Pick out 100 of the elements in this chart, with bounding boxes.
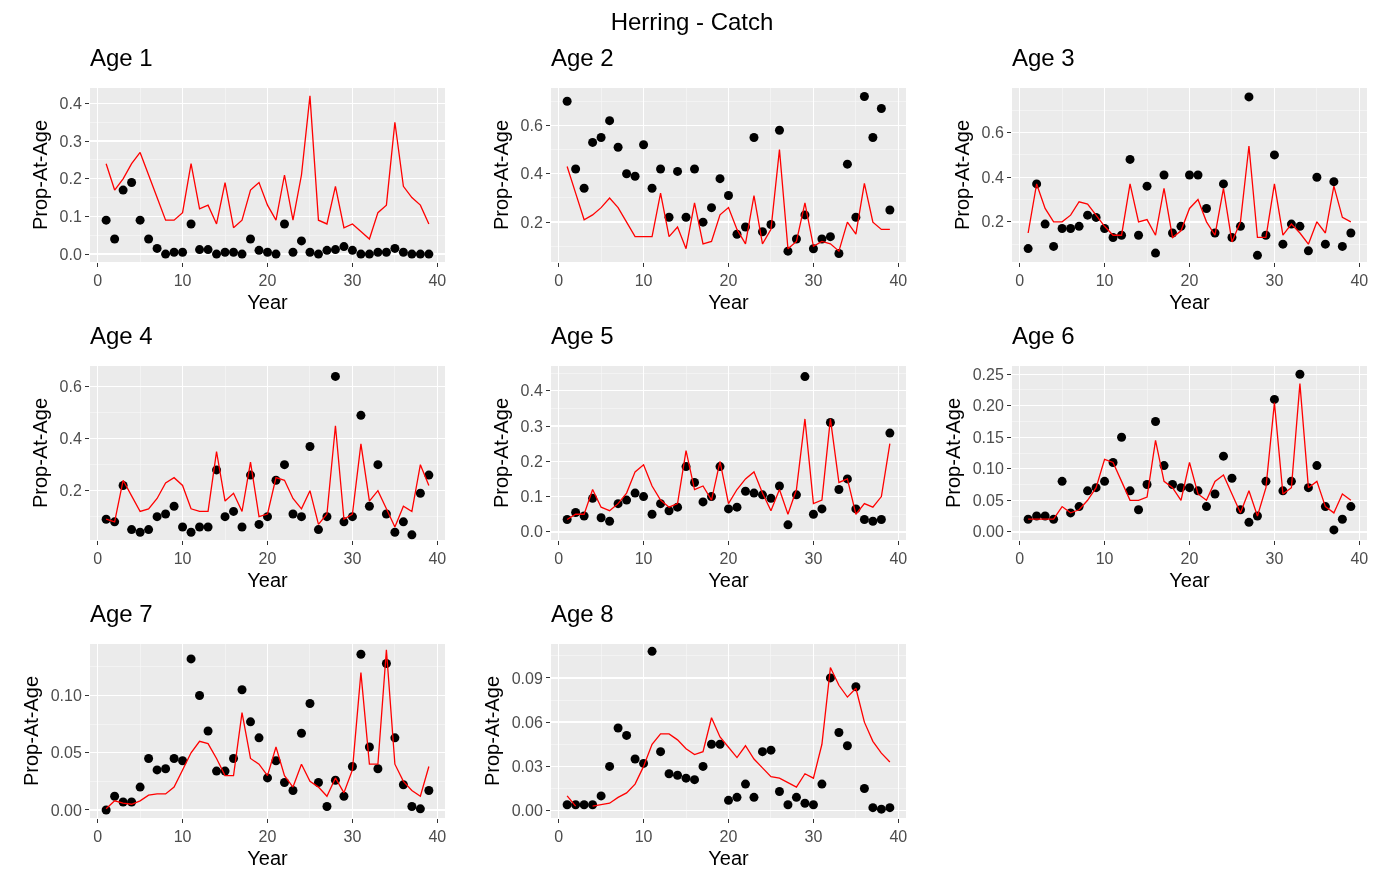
y-axis-title: Prop-At-Age [490, 397, 513, 509]
point [647, 509, 657, 519]
point [322, 802, 332, 812]
y-tick-label: 0.09 [511, 669, 543, 687]
point [774, 481, 784, 491]
point [698, 761, 708, 771]
point [596, 791, 606, 801]
point [885, 803, 895, 813]
x-axis-title: Year [247, 568, 289, 591]
y-axis-title: Prop-At-Age [20, 675, 43, 787]
point [724, 504, 733, 514]
point [724, 795, 733, 805]
line-series [105, 95, 430, 240]
y-tick-label: 0.2 [981, 213, 1004, 231]
y-tick-label: 0.2 [59, 482, 82, 500]
x-tick-label: 0 [554, 272, 564, 290]
x-tick-label: 30 [1265, 272, 1284, 290]
point [229, 506, 239, 516]
point [588, 137, 598, 147]
point [296, 728, 306, 738]
point [774, 786, 784, 796]
point [398, 517, 408, 527]
x-tick-label: 20 [258, 550, 277, 568]
y-tick-label: 0.4 [59, 430, 82, 448]
x-tick-label: 10 [1095, 272, 1114, 290]
point [364, 249, 374, 259]
point [673, 770, 683, 780]
point [732, 792, 742, 802]
x-tick-label: 20 [1180, 550, 1199, 568]
point [791, 792, 801, 802]
point [783, 800, 793, 810]
x-tick-label: 10 [634, 828, 653, 846]
point [622, 495, 632, 505]
point [195, 691, 205, 701]
point [715, 739, 725, 749]
point [203, 245, 213, 255]
point [1049, 241, 1059, 251]
point [571, 164, 581, 174]
point [1083, 210, 1093, 220]
point [630, 171, 640, 181]
point [817, 504, 827, 514]
point [1040, 219, 1050, 229]
point [562, 800, 572, 810]
point [1201, 502, 1211, 512]
y-axis-title: Prop-At-Age [29, 119, 52, 231]
point [630, 754, 640, 764]
point [1244, 517, 1254, 527]
point [288, 509, 298, 519]
point [220, 247, 230, 257]
point [876, 804, 886, 814]
point [605, 761, 615, 771]
point [1227, 473, 1237, 483]
y-axis-title: Prop-At-Age [29, 397, 52, 509]
point [229, 247, 239, 257]
point [263, 247, 272, 257]
y-axis-title: Prop-At-Age [490, 119, 513, 231]
point [876, 515, 886, 525]
point [630, 488, 640, 498]
x-tick-label: 10 [1095, 550, 1114, 568]
point [766, 493, 776, 503]
point [246, 717, 256, 727]
point [415, 488, 425, 498]
point [339, 791, 349, 801]
point [152, 765, 162, 775]
y-tick-label: 0.00 [50, 801, 82, 819]
x-tick-label: 0 [93, 828, 103, 846]
point [622, 169, 632, 179]
point [613, 723, 623, 733]
point [347, 245, 357, 255]
point [407, 530, 417, 540]
point [373, 247, 383, 257]
point [1201, 203, 1211, 213]
point [373, 764, 383, 774]
point [288, 247, 298, 257]
point [127, 525, 137, 535]
point [664, 769, 674, 779]
point [279, 460, 289, 470]
x-tick-label: 0 [1015, 550, 1025, 568]
point [1337, 514, 1347, 524]
y-tick-label: 0.3 [59, 132, 82, 150]
y-tick-label: 0.6 [59, 378, 82, 396]
point [605, 516, 615, 526]
point [656, 747, 666, 757]
y-tick-label: 0.2 [520, 452, 543, 470]
point [313, 525, 323, 535]
point [110, 791, 120, 801]
point [817, 779, 827, 789]
point [1151, 248, 1161, 258]
chart-title: Age 6 [1012, 321, 1075, 349]
point [186, 219, 196, 229]
point [588, 800, 598, 810]
point [305, 247, 315, 257]
x-tick-label: 20 [258, 272, 277, 290]
point [1057, 476, 1067, 486]
point [237, 249, 247, 259]
point [118, 185, 128, 195]
point [330, 245, 340, 255]
point [562, 96, 572, 106]
point [407, 802, 417, 812]
point [842, 741, 852, 751]
